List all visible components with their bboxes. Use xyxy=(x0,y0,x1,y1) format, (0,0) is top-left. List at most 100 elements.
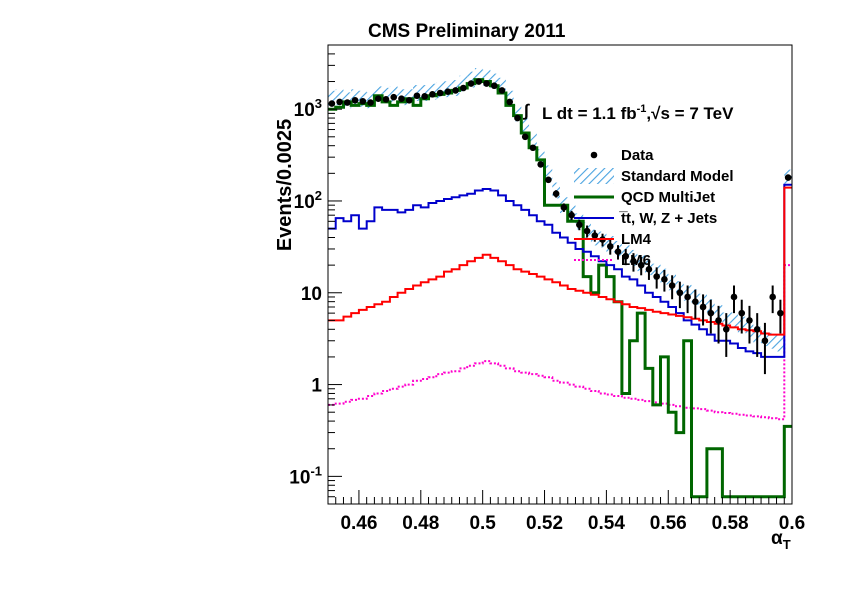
data-point xyxy=(398,95,405,103)
x-tick-label: 0.58 xyxy=(712,513,749,534)
data-point xyxy=(460,84,467,92)
y-tick-label: 102 xyxy=(294,188,322,213)
legend: Data Standard Model QCD MultiJet t̅t, W, Z … xyxy=(574,147,734,269)
series-line-lm6 xyxy=(328,264,792,421)
sm-uncertainty-bin xyxy=(529,133,537,149)
data-point xyxy=(769,293,776,301)
data-point xyxy=(777,309,784,317)
data-point xyxy=(661,276,668,283)
data-point xyxy=(699,303,707,311)
sm-uncertainty-bin xyxy=(768,332,777,349)
data-point xyxy=(606,243,614,250)
data-point xyxy=(529,144,537,152)
data-point xyxy=(715,317,722,324)
data-point xyxy=(668,282,676,289)
data-point xyxy=(653,273,660,280)
x-tick-label: 0.6 xyxy=(779,513,805,534)
data-point xyxy=(537,161,544,168)
sm-uncertainty-bin xyxy=(328,90,336,107)
series-lm6 xyxy=(328,264,792,421)
sm-uncertainty-bin xyxy=(382,87,390,104)
data-point xyxy=(707,309,715,317)
data-point xyxy=(514,114,521,122)
legend-label: LM6 xyxy=(621,252,651,269)
y-tick-label: 103 xyxy=(294,96,322,121)
data-point xyxy=(344,99,351,106)
data-point xyxy=(630,258,637,265)
data-point xyxy=(467,80,475,87)
sm-uncertainty-bin xyxy=(467,71,475,88)
data-point xyxy=(483,80,490,87)
sm-uncertainty-bin xyxy=(482,69,491,86)
legend-entry-standard-model: Standard Model xyxy=(574,168,734,185)
data-point xyxy=(413,92,421,100)
sm-uncertainty-bin xyxy=(776,335,785,352)
data-point xyxy=(676,289,684,297)
x-tick-label: 0.56 xyxy=(650,513,687,534)
data-point xyxy=(552,190,560,197)
lumi-annotation: ∫ L dt = 1.1 fb-1,√s = 7 TeV xyxy=(522,101,734,123)
legend-entry-t-t-w-z-jets: t̅t, W, Z + Jets xyxy=(574,210,717,227)
data-point xyxy=(374,95,382,103)
data-point xyxy=(436,89,444,97)
x-tick-label: 0.5 xyxy=(469,513,496,534)
data-point xyxy=(622,252,630,260)
sm-uncertainty-bin xyxy=(490,73,499,90)
sm-uncertainty-bin xyxy=(474,68,483,84)
series-data xyxy=(328,78,792,375)
data-point xyxy=(390,93,398,101)
data-point xyxy=(722,325,730,333)
lumi-text: L dt = 1.1 fb-1,√s = 7 TeV xyxy=(542,103,734,123)
data-point xyxy=(328,100,336,107)
series-line-qcd-multijet xyxy=(328,78,792,499)
data-point xyxy=(429,91,436,98)
data-point xyxy=(421,93,428,100)
sm-uncertainty-bin xyxy=(513,105,522,122)
data-point xyxy=(498,87,506,94)
legend-label: Standard Model xyxy=(621,168,734,185)
series-layer xyxy=(328,68,792,499)
legend-entry-data: Data xyxy=(590,147,654,164)
data-point xyxy=(545,176,552,184)
y-axis-label: Events/0.0025 xyxy=(274,119,296,251)
legend-label: Data xyxy=(621,147,654,164)
sm-uncertainty-bin xyxy=(459,75,468,92)
data-point xyxy=(753,325,761,333)
data-point xyxy=(576,221,583,229)
data-point xyxy=(475,78,483,85)
x-tick-label: 0.46 xyxy=(340,513,377,534)
x-tick-label: 0.48 xyxy=(402,513,439,534)
legend-marker xyxy=(590,151,598,159)
chart-title: CMS Preliminary 2011 xyxy=(368,21,566,42)
sm-uncertainty-bin xyxy=(544,165,553,182)
data-point xyxy=(684,293,691,301)
axis-layer: 0.46 0.48 0.5 0.52 0.54 0.56 0.58 0.6 10-1 1 10 102… xyxy=(289,44,805,534)
data-point xyxy=(746,317,753,324)
series-line-t-t-w-z-jets xyxy=(328,183,792,358)
sm-uncertainty-bin xyxy=(730,312,738,329)
data-point xyxy=(351,96,359,104)
data-point xyxy=(692,298,699,305)
x-tick-label: 0.54 xyxy=(588,513,625,534)
data-point xyxy=(645,266,653,273)
data-point xyxy=(336,98,343,106)
data-point xyxy=(730,293,738,301)
series-t-t-w-z-jets xyxy=(328,183,792,358)
data-point xyxy=(506,98,514,106)
legend-swatch xyxy=(574,168,614,184)
data-point xyxy=(637,261,645,269)
data-point xyxy=(560,204,568,211)
series-qcd-multijet xyxy=(328,78,792,499)
y-tick-label: 10 xyxy=(301,284,322,305)
data-point xyxy=(591,232,599,239)
data-point xyxy=(359,97,367,105)
y-tick-label: 10-1 xyxy=(289,463,322,488)
legend-label: LM4 xyxy=(621,231,652,248)
data-point xyxy=(521,133,529,141)
sm-uncertainty-bin xyxy=(498,77,506,94)
data-point xyxy=(405,96,413,104)
data-point xyxy=(367,99,374,106)
x-axis-label: αT xyxy=(771,528,791,552)
legend-label: QCD MultiJet xyxy=(621,189,715,206)
